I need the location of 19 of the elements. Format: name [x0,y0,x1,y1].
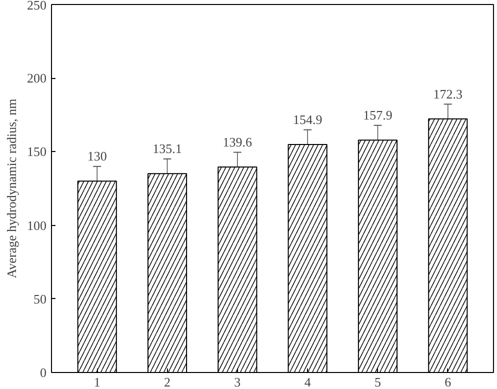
data-label: 172.3 [433,86,463,102]
y-tick-label: 50 [34,291,46,306]
x-tick-label: 6 [444,374,452,389]
data-label: 130 [87,148,107,164]
data-label: 157.9 [363,107,392,122]
y-axis-title: Average hydrodynamic radius, nm [4,98,19,278]
x-tick-label: 3 [234,374,241,389]
x-tick-label: 4 [304,374,312,389]
x-tick-label: 1 [94,374,100,389]
data-label: 135.1 [152,141,182,156]
y-tick-label: 100 [27,218,46,233]
y-tick-label: 0 [40,365,46,380]
data-label: 139.6 [222,134,253,150]
x-tick-label: 5 [374,374,381,389]
y-tick-label: 250 [27,0,46,12]
x-tick-label: 2 [164,374,171,389]
y-tick-label: 150 [27,144,46,160]
data-label: 154.9 [292,112,322,127]
y-tick-label: 200 [27,70,46,86]
